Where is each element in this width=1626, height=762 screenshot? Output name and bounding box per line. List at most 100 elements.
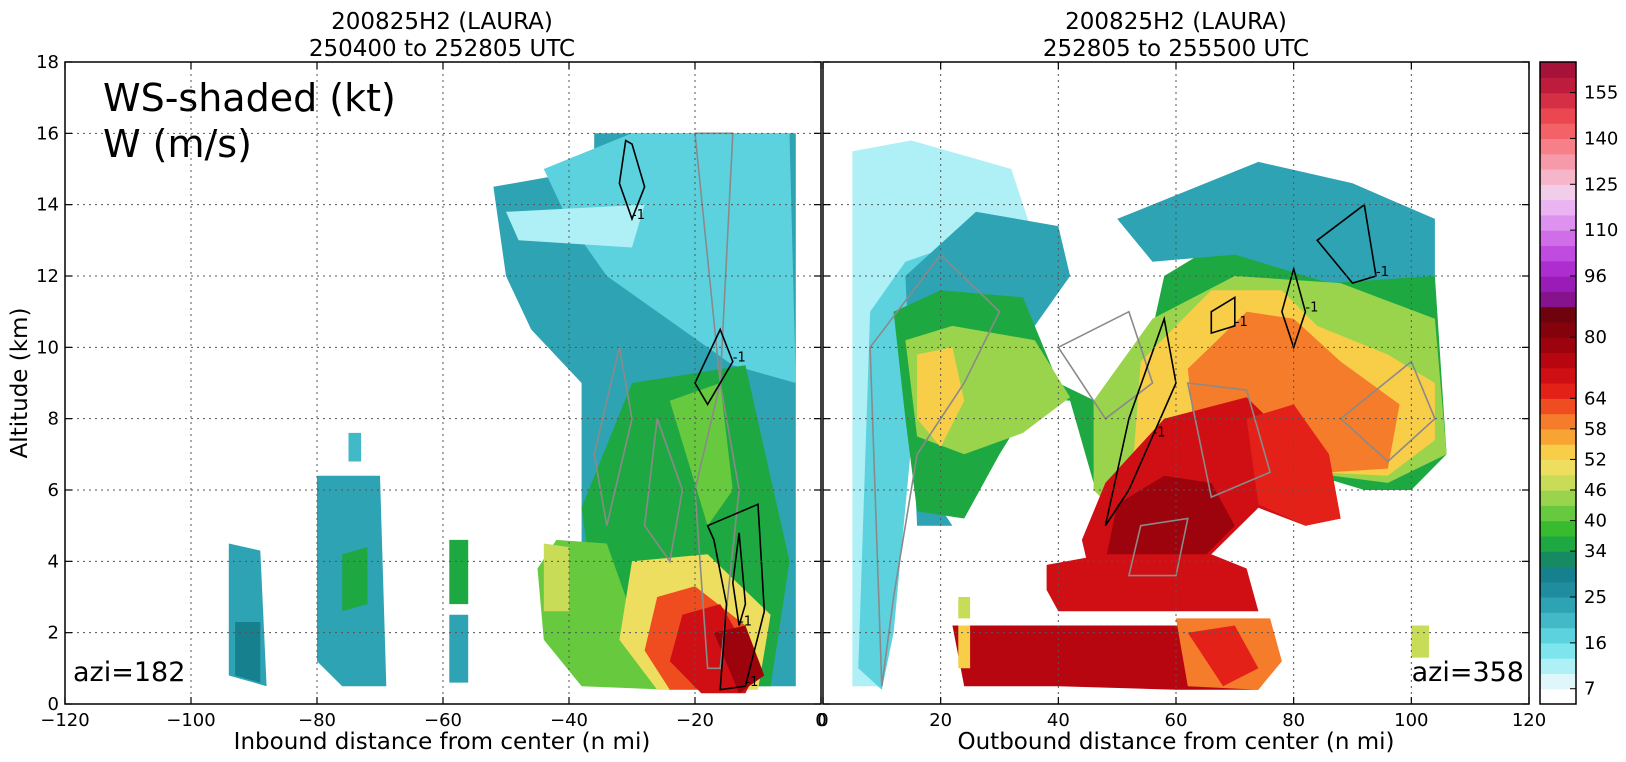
colorbar-segment [1540, 627, 1576, 644]
left-panel: 200825H2 (LAURA) 250400 to 252805 UTC -1… [7, 9, 827, 755]
w-contour-label: -1 [632, 208, 645, 223]
right-grid [823, 62, 1529, 704]
colorbar-segment [1540, 459, 1576, 476]
colorbar-segment [1540, 688, 1576, 705]
y-tick-label: 0 [48, 694, 59, 715]
colorbar-tick-label: 58 [1584, 419, 1607, 440]
wind-speed-region [342, 547, 368, 612]
wind-speed-region [669, 383, 733, 526]
w-contour-gray [593, 347, 633, 526]
right-plot-area: -1 -1 -1 -1 [852, 140, 1447, 690]
y-tick-label: 14 [36, 195, 59, 216]
wind-speed-region [1046, 554, 1259, 612]
y-tick-label: 16 [36, 123, 59, 144]
colorbar-tick-label: 64 [1584, 388, 1607, 409]
wind-speed-region [858, 240, 1000, 690]
colorbar-frame [1539, 61, 1577, 705]
w-contour-label: -1 [739, 615, 752, 630]
colorbar-tick-label: 110 [1584, 220, 1618, 241]
x-tick-label: 20 [929, 710, 952, 731]
x-tick-label: 120 [1512, 710, 1546, 731]
colorbar-tick-label: 155 [1584, 83, 1618, 104]
right-panel: 200825H2 (LAURA) 252805 to 255500 UTC -1… [817, 9, 1546, 755]
x-tick-label: 40 [1047, 710, 1070, 731]
colorbar-tick-label: 96 [1584, 266, 1607, 287]
right-axis-ticks: 0 20 40 60 80 100 120 [817, 61, 1546, 731]
colorbar-segment [1540, 199, 1576, 216]
left-plot-area: -1 -1 -1 -1 [228, 132, 796, 694]
x-tick-label: −100 [166, 710, 215, 731]
y-tick-label: 4 [48, 551, 59, 572]
colorbar-segment [1540, 428, 1576, 445]
colorbar-segment [1540, 276, 1576, 292]
colorbar-tick-label: 140 [1584, 128, 1618, 149]
colorbar-segment [1540, 138, 1576, 155]
left-title-line2: 250400 to 252805 UTC [309, 36, 575, 62]
left-annotation-w: W (m/s) [103, 122, 252, 166]
left-grid [65, 62, 821, 704]
colorbar-segment [1540, 474, 1576, 491]
left-xlabel: Inbound distance from center (n mi) [234, 729, 651, 755]
w-contour-gray [1339, 360, 1436, 463]
x-tick-label: 0 [815, 710, 826, 731]
w-contour-black [1210, 295, 1236, 335]
colorbar-segment [1540, 214, 1576, 231]
colorbar-tick-label: 25 [1584, 587, 1607, 608]
x-tick-label: 100 [1394, 710, 1428, 731]
wind-speed-region [958, 625, 971, 669]
w-contour-label: -1 [1153, 426, 1166, 441]
w-contour-black [1281, 265, 1307, 350]
colorbar-segment [1540, 337, 1576, 354]
y-tick-label: 6 [48, 480, 59, 501]
wind-speed-region [1411, 625, 1429, 658]
colorbar-tick-label: 34 [1584, 541, 1607, 562]
colorbar-tick-label: 80 [1584, 327, 1607, 348]
w-contour-black [731, 532, 747, 626]
y-tick-label: 10 [36, 337, 59, 358]
wind-speed-region [348, 432, 362, 462]
colorbar-segment [1540, 612, 1576, 629]
x-tick-label: −60 [424, 710, 462, 731]
colorbar-segment [1540, 413, 1576, 430]
x-tick-label: −120 [40, 710, 89, 731]
w-contour-gray [1127, 517, 1189, 577]
w-contour-label: -1 [1305, 301, 1318, 316]
colorbar-segment [1540, 107, 1576, 124]
colorbar-segment [1540, 153, 1576, 170]
x-tick-label: 60 [1165, 710, 1188, 731]
colorbar-segment [1540, 520, 1576, 537]
colorbar-segment [1540, 597, 1576, 613]
colorbar-segment [1540, 184, 1576, 201]
y-tick-label: 12 [36, 266, 59, 287]
colorbar-segment [1540, 352, 1576, 369]
colorbar-segment [1540, 658, 1576, 675]
colorbar-tick-label: 46 [1584, 480, 1607, 501]
colorbar-segment [1540, 673, 1576, 690]
wind-speed-region [449, 614, 469, 683]
wind-speed-region [1117, 161, 1435, 284]
colorbar-segment [1540, 123, 1576, 140]
wind-speed-region [449, 539, 469, 605]
right-xlabel: Outbound distance from center (n mi) [958, 729, 1395, 755]
y-tick-label: 2 [48, 623, 59, 644]
w-contour-gray [1057, 310, 1154, 420]
x-tick-label: −40 [550, 710, 588, 731]
wind-speed-region [543, 133, 796, 383]
colorbar-segment [1540, 490, 1576, 506]
wind-speed-region [235, 622, 261, 683]
wind-speed-region [506, 204, 645, 248]
colorbar-tick-label: 52 [1584, 449, 1607, 470]
colorbar-segment [1540, 62, 1576, 78]
colorbar-segment [1540, 566, 1576, 583]
w-contour-label: -1 [1376, 265, 1389, 280]
colorbar: 7 16 25 34 40 46 52 58 64 80 96 110 125 140 155 [1539, 61, 1618, 705]
w-contour-gray [694, 132, 740, 670]
colorbar-segment [1540, 245, 1576, 262]
colorbar-segment [1540, 581, 1576, 598]
wind-speed-region [958, 597, 971, 619]
wind-speed-region [543, 543, 569, 612]
wind-speed-region [917, 347, 965, 448]
w-contour-black [618, 139, 646, 222]
y-tick-label: 18 [36, 52, 59, 73]
